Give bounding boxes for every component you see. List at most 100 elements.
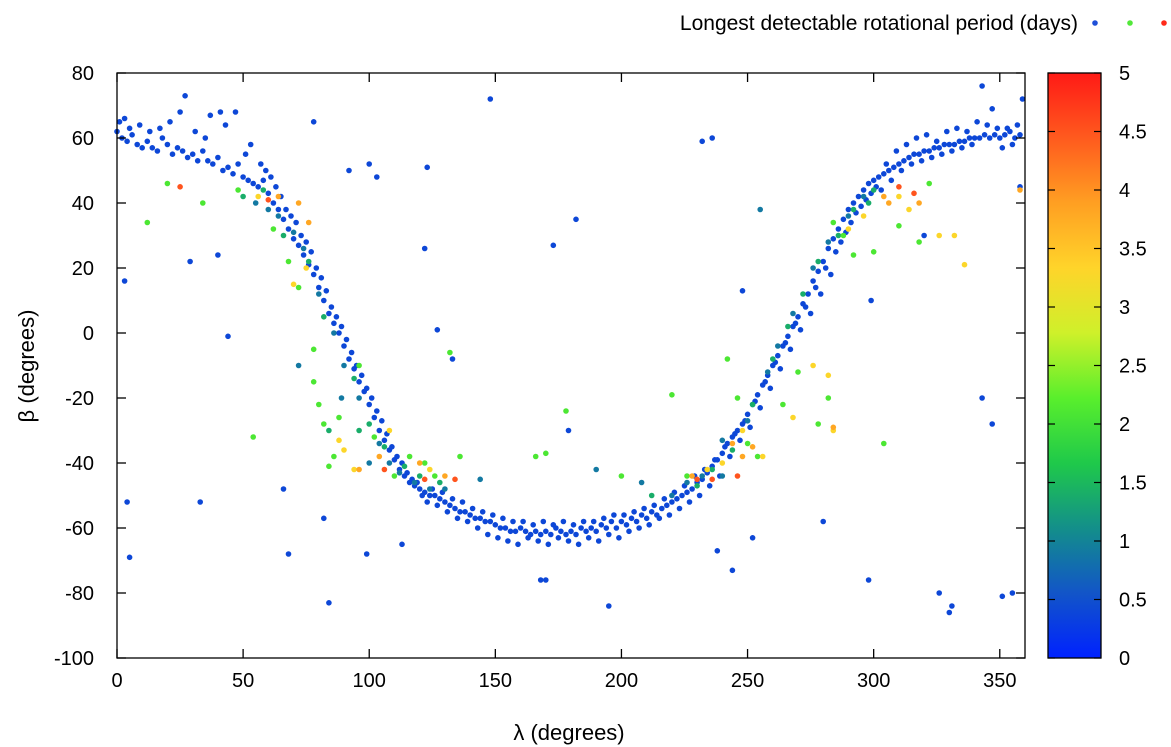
data-point: [908, 161, 915, 167]
data-point: [316, 284, 322, 291]
data-point: [222, 122, 229, 128]
data-point: [911, 151, 917, 157]
colorbar-tick-label: 2.5: [1119, 356, 1147, 378]
data-point: [828, 271, 834, 278]
data-point: [265, 206, 272, 213]
data-point: [290, 229, 297, 236]
y-tick-label: -40: [65, 453, 94, 475]
data-point: [812, 284, 819, 291]
data-point: [661, 496, 668, 502]
data-point: [739, 288, 746, 294]
data-point: [230, 171, 236, 177]
data-point: [336, 330, 342, 336]
data-point: [979, 83, 985, 89]
data-point: [300, 245, 307, 252]
data-point: [464, 518, 471, 525]
data-point: [363, 551, 370, 557]
data-point: [727, 453, 733, 460]
data-point: [351, 466, 357, 473]
data-point: [285, 551, 292, 557]
data-point: [896, 184, 902, 190]
data-point: [790, 414, 796, 421]
data-point: [805, 291, 811, 297]
data-point: [283, 206, 289, 213]
data-point: [336, 437, 342, 444]
data-point: [729, 440, 736, 447]
data-point: [310, 119, 317, 125]
data-point: [321, 421, 327, 427]
data-point: [485, 531, 491, 538]
data-point: [835, 232, 842, 239]
data-point: [870, 187, 877, 193]
data-point: [757, 405, 763, 411]
data-point: [611, 512, 617, 518]
colorbar-tick-label: 0.5: [1119, 590, 1147, 612]
data-point: [646, 522, 652, 528]
data-point: [573, 216, 579, 223]
data-point: [722, 444, 728, 450]
data-point: [840, 232, 847, 239]
data-point: [321, 314, 327, 320]
colorbar-tick-label: 2: [1119, 414, 1130, 436]
data-point: [886, 200, 892, 206]
data-point: [164, 141, 171, 148]
data-point: [810, 362, 816, 369]
data-point: [651, 502, 657, 509]
data-point: [719, 460, 726, 466]
data-point: [543, 528, 549, 535]
data-point: [386, 427, 393, 434]
data-point: [785, 333, 791, 340]
data-point: [316, 401, 322, 408]
data-point: [989, 421, 995, 427]
data-point: [881, 440, 887, 447]
data-point: [381, 466, 388, 473]
data-point: [492, 522, 499, 528]
data-point: [280, 232, 287, 239]
data-point: [116, 119, 123, 125]
data-point: [532, 453, 539, 460]
data-point: [896, 161, 902, 167]
data-point: [295, 362, 302, 369]
data-point: [1019, 96, 1026, 102]
data-point: [263, 167, 269, 174]
data-point: [825, 239, 832, 245]
data-point: [580, 518, 587, 525]
data-point: [341, 362, 347, 369]
data-point: [858, 203, 864, 210]
data-point: [376, 440, 383, 447]
data-point: [739, 453, 746, 460]
data-point: [411, 479, 418, 486]
data-point: [822, 265, 829, 271]
data-point: [149, 145, 156, 151]
data-point: [270, 226, 277, 232]
data-point: [936, 590, 942, 596]
data-point: [194, 158, 201, 164]
data-point: [825, 395, 832, 401]
data-point: [416, 473, 423, 479]
data-point: [979, 395, 985, 401]
data-point: [520, 518, 526, 525]
data-point: [250, 434, 256, 440]
data-point: [759, 453, 766, 460]
colorbar-tick-label: 1: [1119, 531, 1130, 553]
data-point: [273, 184, 279, 190]
data-point: [618, 473, 625, 479]
y-tick-label: 80: [72, 63, 94, 85]
data-point: [704, 466, 710, 473]
data-point: [999, 593, 1006, 600]
legend-swatch-green: [1127, 20, 1133, 26]
data-point: [949, 603, 955, 609]
data-point: [860, 213, 867, 219]
data-point: [215, 154, 221, 161]
data-point: [449, 356, 456, 362]
data-point: [356, 379, 362, 385]
data-point: [348, 349, 355, 356]
data-point: [351, 375, 357, 382]
data-point: [346, 356, 352, 362]
data-point: [865, 577, 872, 583]
data-point: [139, 145, 145, 151]
data-point: [694, 476, 700, 483]
data-point: [310, 346, 317, 353]
data-point: [555, 535, 562, 541]
data-point: [275, 193, 282, 200]
